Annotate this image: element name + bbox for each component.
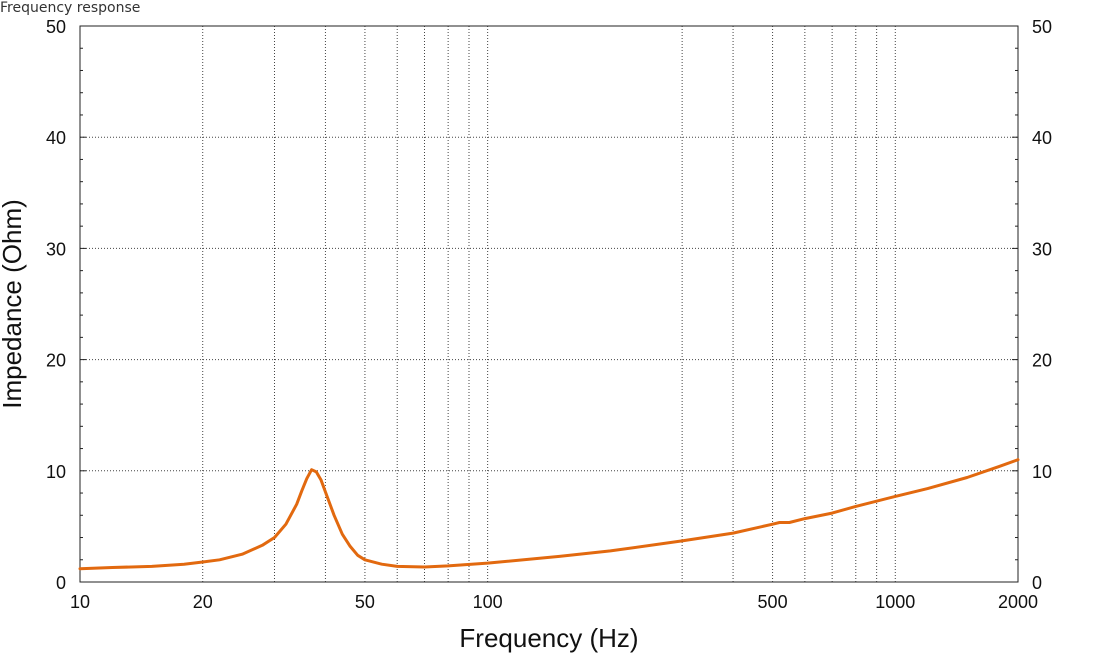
x-tick-label: 10 [70, 592, 90, 612]
y-tick-label-right: 30 [1032, 239, 1052, 259]
y-tick-label-right: 10 [1032, 462, 1052, 482]
x-tick-label: 50 [355, 592, 375, 612]
y-tick-labels-left: 0 10 20 30 40 50 [46, 17, 66, 593]
y-tick-labels-right: 0 10 20 30 40 50 [1032, 17, 1052, 593]
x-tick-label: 20 [193, 592, 213, 612]
x-tick-label: 1000 [875, 592, 915, 612]
x-axis-title: Frequency (Hz) [459, 623, 638, 653]
window-title: Frequency response [0, 0, 141, 16]
y-minor-ticks [80, 25, 1018, 583]
y-tick-label-left: 10 [46, 462, 66, 482]
y-tick-label-left: 30 [46, 239, 66, 259]
y-axis-title: Impedance (Ohm) [0, 199, 27, 409]
y-tick-label-left: 20 [46, 351, 66, 371]
y-tick-label-left: 50 [46, 17, 66, 37]
y-tick-label-right: 40 [1032, 128, 1052, 148]
x-tick-label: 2000 [998, 592, 1038, 612]
y-tick-label-right: 50 [1032, 17, 1052, 37]
y-tick-label-left: 0 [56, 573, 66, 593]
x-tick-labels: 10 20 50 100 500 1000 2000 [70, 592, 1038, 612]
y-tick-label-right: 0 [1032, 573, 1042, 593]
y-tick-label-right: 20 [1032, 351, 1052, 371]
y-tick-label-left: 40 [46, 128, 66, 148]
grid-lines [80, 26, 1018, 582]
impedance-curve [78, 458, 1020, 571]
x-tick-label: 500 [758, 592, 788, 612]
plot-frame [79, 25, 1019, 583]
x-tick-label: 100 [473, 592, 503, 612]
